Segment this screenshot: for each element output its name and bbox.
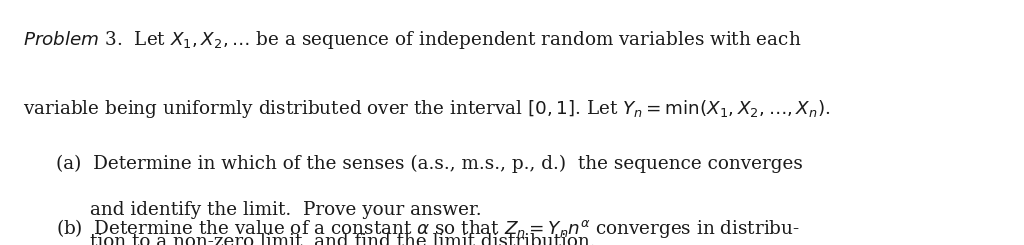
Text: $\mathit{Problem}$ 3.  Let $X_1, X_2, \ldots$ be a sequence of independent rando: $\mathit{Problem}$ 3. Let $X_1, X_2, \ld… — [23, 29, 801, 51]
Text: variable being uniformly distributed over the interval $[0, 1]$. Let $Y_n = \min: variable being uniformly distributed ove… — [23, 98, 829, 120]
Text: and identify the limit.  Prove your answer.: and identify the limit. Prove your answe… — [90, 201, 481, 219]
Text: tion to a non-zero limit, and find the limit distribution.: tion to a non-zero limit, and find the l… — [90, 232, 596, 245]
Text: (a)  Determine in which of the senses (a.s., m.s., p., d.)  the sequence converg: (a) Determine in which of the senses (a.… — [56, 154, 803, 172]
Text: (b)  Determine the value of a constant $\alpha$ so that $Z_n = Y_n n^{\alpha}$ c: (b) Determine the value of a constant $\… — [56, 217, 800, 240]
